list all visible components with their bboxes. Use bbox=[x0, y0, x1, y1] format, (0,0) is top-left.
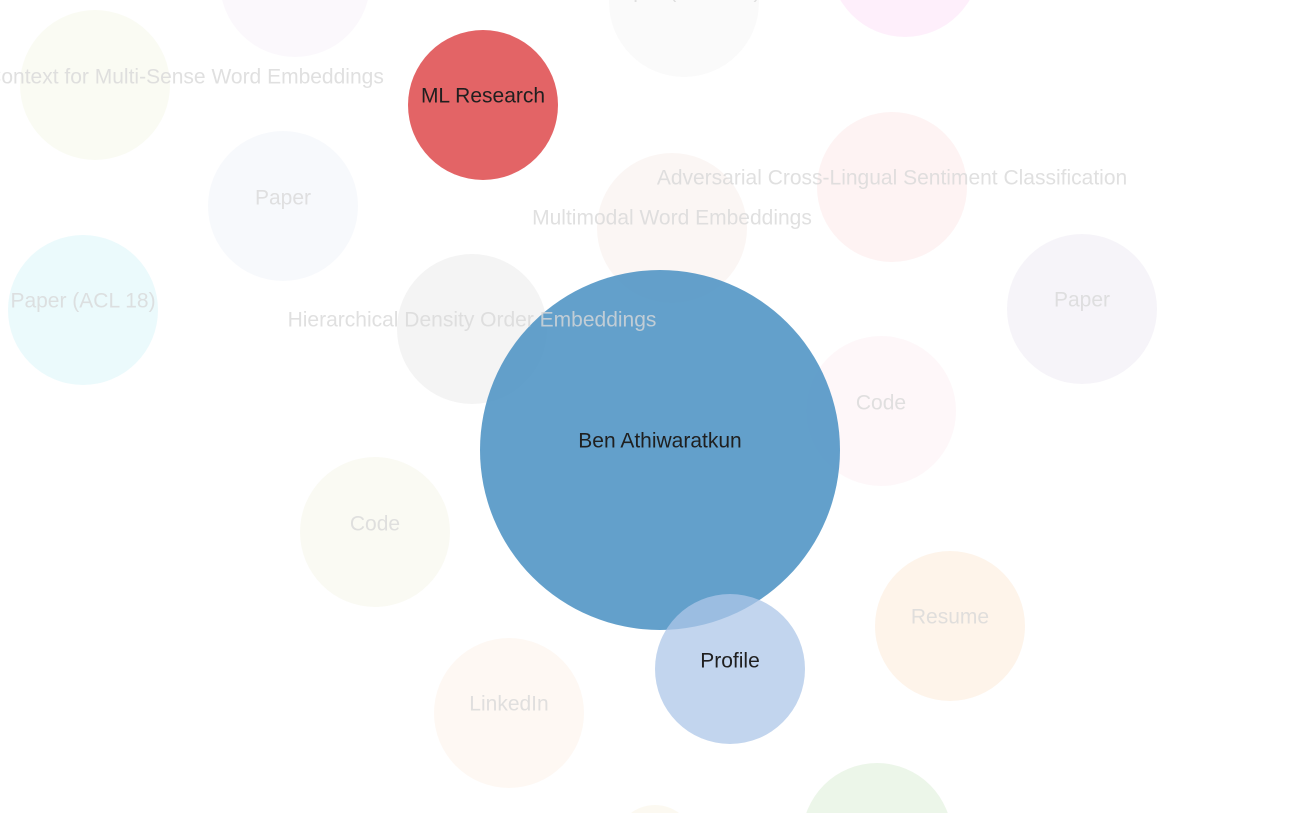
label-multimodal: Multimodal Word Embeddings bbox=[532, 207, 812, 230]
node-linkedin[interactable] bbox=[434, 638, 584, 788]
label-paper-left: Paper bbox=[255, 187, 311, 210]
labels-layer: Paper (ICLR 18) Context for Multi-Sense W… bbox=[0, 0, 1127, 716]
label-multi-sense: Context for Multi-Sense Word Embeddings bbox=[0, 66, 384, 89]
label-code-left: Code bbox=[350, 513, 400, 536]
label-profile: Profile bbox=[700, 650, 760, 673]
label-ben: Ben Athiwaratkun bbox=[578, 430, 741, 453]
node-bottom-tiny[interactable] bbox=[615, 805, 695, 813]
label-hierarchical: Hierarchical Density Order Embeddings bbox=[288, 309, 657, 332]
node-paper-left[interactable] bbox=[208, 131, 358, 281]
label-ml-research: ML Research bbox=[421, 85, 545, 108]
node-resume[interactable] bbox=[875, 551, 1025, 701]
node-multimodal[interactable] bbox=[597, 153, 747, 303]
node-paper-right[interactable] bbox=[1007, 234, 1157, 384]
node-paper-acl-18[interactable] bbox=[8, 235, 158, 385]
node-top-right-partial[interactable] bbox=[830, 0, 980, 37]
node-paper-iclr-18[interactable] bbox=[609, 0, 759, 77]
label-linkedin: LinkedIn bbox=[469, 693, 548, 716]
node-multi-sense[interactable] bbox=[20, 10, 170, 160]
node-top-left-partial[interactable] bbox=[220, 0, 370, 57]
node-adversarial[interactable] bbox=[817, 112, 967, 262]
label-resume: Resume bbox=[911, 606, 989, 629]
node-profile[interactable] bbox=[655, 594, 805, 744]
label-code-right: Code bbox=[856, 392, 906, 415]
label-paper-acl-18: Paper (ACL 18) bbox=[10, 290, 155, 313]
circles-layer bbox=[8, 0, 1157, 813]
node-code-right[interactable] bbox=[806, 336, 956, 486]
node-ml-research[interactable] bbox=[408, 30, 558, 180]
label-paper-iclr-18: Paper (ICLR 18) bbox=[608, 0, 761, 3]
label-paper-right: Paper bbox=[1054, 289, 1110, 312]
label-adversarial: Adversarial Cross-Lingual Sentiment Clas… bbox=[657, 167, 1127, 190]
node-bottom-partial[interactable] bbox=[802, 763, 952, 813]
node-ben[interactable] bbox=[480, 270, 840, 630]
node-code-left[interactable] bbox=[300, 457, 450, 607]
